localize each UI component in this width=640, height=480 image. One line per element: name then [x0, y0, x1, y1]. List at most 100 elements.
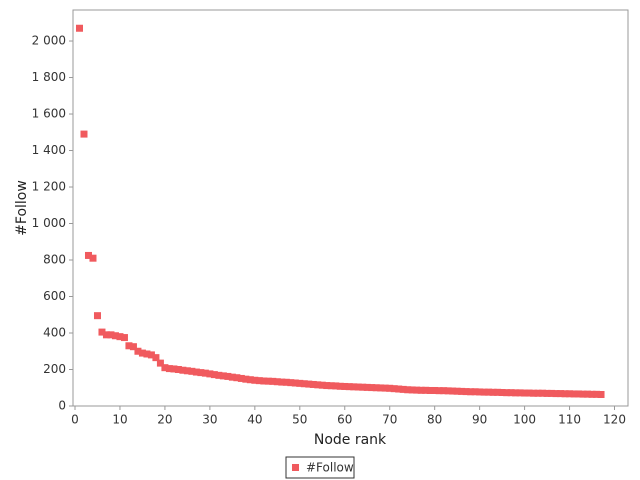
x-tick-label: 40	[247, 413, 262, 427]
point	[570, 390, 578, 398]
point	[494, 388, 502, 396]
point	[291, 379, 299, 387]
y-tick-label: 800	[43, 253, 66, 267]
x-tick-label: 0	[71, 413, 79, 427]
point	[143, 350, 151, 358]
point	[534, 389, 542, 397]
x-tick-label: 80	[427, 413, 442, 427]
point	[566, 390, 574, 398]
point	[129, 343, 137, 351]
point	[368, 384, 376, 392]
x-tick-label: 100	[513, 413, 536, 427]
x-tick-label: 60	[337, 413, 352, 427]
point	[287, 379, 295, 387]
point	[296, 379, 304, 387]
point	[552, 390, 560, 398]
point	[305, 380, 313, 388]
y-tick-label: 1 800	[32, 70, 66, 84]
point	[152, 354, 160, 362]
x-axis-label: Node rank	[314, 432, 387, 448]
point	[359, 383, 367, 391]
point	[422, 386, 430, 394]
point	[354, 383, 362, 391]
point	[476, 388, 484, 396]
point	[404, 386, 412, 394]
point	[237, 374, 245, 382]
point	[215, 371, 223, 379]
point	[188, 367, 196, 375]
point	[309, 380, 317, 388]
point	[147, 351, 155, 359]
point	[584, 390, 592, 398]
point	[453, 387, 461, 395]
point	[300, 380, 308, 388]
point	[264, 377, 272, 385]
point	[228, 373, 236, 381]
point	[318, 381, 326, 389]
point	[431, 386, 439, 394]
point	[84, 251, 92, 259]
point	[341, 382, 349, 390]
point	[543, 389, 551, 397]
point	[485, 388, 493, 396]
point	[426, 386, 434, 394]
point	[381, 384, 389, 392]
point	[395, 385, 403, 393]
point	[539, 389, 547, 397]
point	[458, 387, 466, 395]
point	[314, 381, 322, 389]
point	[125, 342, 133, 350]
point	[377, 384, 385, 392]
legend-label: #Follow	[306, 461, 354, 475]
point	[417, 386, 425, 394]
point	[80, 130, 88, 138]
point	[107, 331, 115, 339]
point	[183, 367, 191, 375]
point	[282, 378, 290, 386]
point	[242, 375, 250, 383]
point	[224, 372, 232, 380]
point	[516, 389, 524, 397]
point	[219, 372, 227, 380]
point	[548, 389, 556, 397]
y-tick-label: 0	[58, 399, 66, 413]
point	[201, 369, 209, 377]
point	[462, 388, 470, 396]
y-tick-label: 1 200	[32, 180, 66, 194]
point	[327, 382, 335, 390]
x-tick-label: 50	[292, 413, 307, 427]
point	[561, 390, 569, 398]
point	[161, 364, 169, 372]
y-tick-label: 600	[43, 289, 66, 303]
point	[278, 378, 286, 386]
point	[174, 366, 182, 374]
point	[210, 371, 218, 379]
y-axis-label: #Follow	[14, 180, 30, 236]
point	[575, 390, 583, 398]
point	[507, 389, 515, 397]
point	[597, 391, 605, 399]
point	[246, 376, 254, 384]
point	[111, 332, 119, 340]
plot-frame	[72, 9, 629, 407]
point	[413, 386, 421, 394]
point	[480, 388, 488, 396]
x-tick-label: 110	[558, 413, 581, 427]
point	[503, 389, 511, 397]
point	[75, 24, 83, 32]
point	[98, 328, 106, 336]
y-tick-label: 200	[43, 362, 66, 376]
point	[471, 388, 479, 396]
point	[156, 359, 164, 367]
point	[273, 378, 281, 386]
point	[260, 377, 268, 385]
point	[192, 368, 200, 376]
legend-marker	[292, 464, 299, 471]
point	[521, 389, 529, 397]
point	[336, 382, 344, 390]
point	[372, 384, 380, 392]
point	[345, 383, 353, 391]
y-tick-label: 1 000	[32, 216, 66, 230]
x-tick-label: 30	[202, 413, 217, 427]
